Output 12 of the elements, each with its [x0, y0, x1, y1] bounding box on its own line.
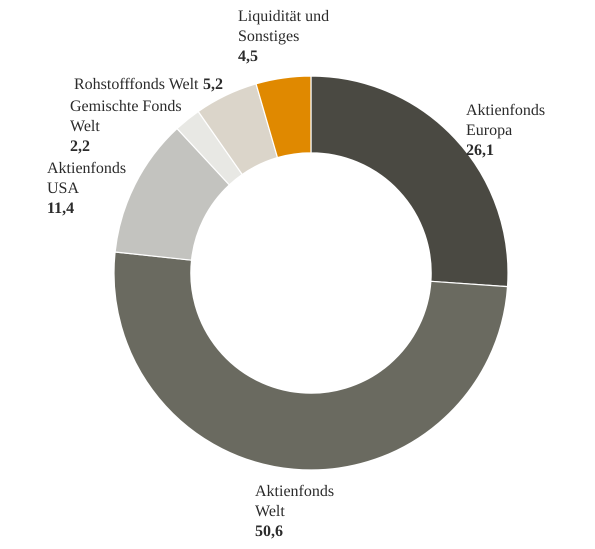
- data-label: 26,1: [466, 142, 494, 159]
- data-label: 50,6: [255, 523, 283, 540]
- slice-label: Aktienfonds Welt: [255, 483, 334, 520]
- slice-label: Rohstofffonds Welt: [74, 76, 200, 93]
- data-label: 4,5: [238, 48, 258, 65]
- data-label: 11,4: [47, 200, 74, 217]
- data-label: 5,2: [203, 76, 223, 93]
- slice-label: Aktienfonds USA: [47, 160, 126, 197]
- slice-label: Gemischte Fonds Welt: [70, 98, 182, 135]
- data-label: 2,2: [70, 138, 90, 155]
- slice-label: Liquidität und Sonstiges: [238, 8, 330, 45]
- slice-label: Aktienfonds Europa: [466, 102, 546, 139]
